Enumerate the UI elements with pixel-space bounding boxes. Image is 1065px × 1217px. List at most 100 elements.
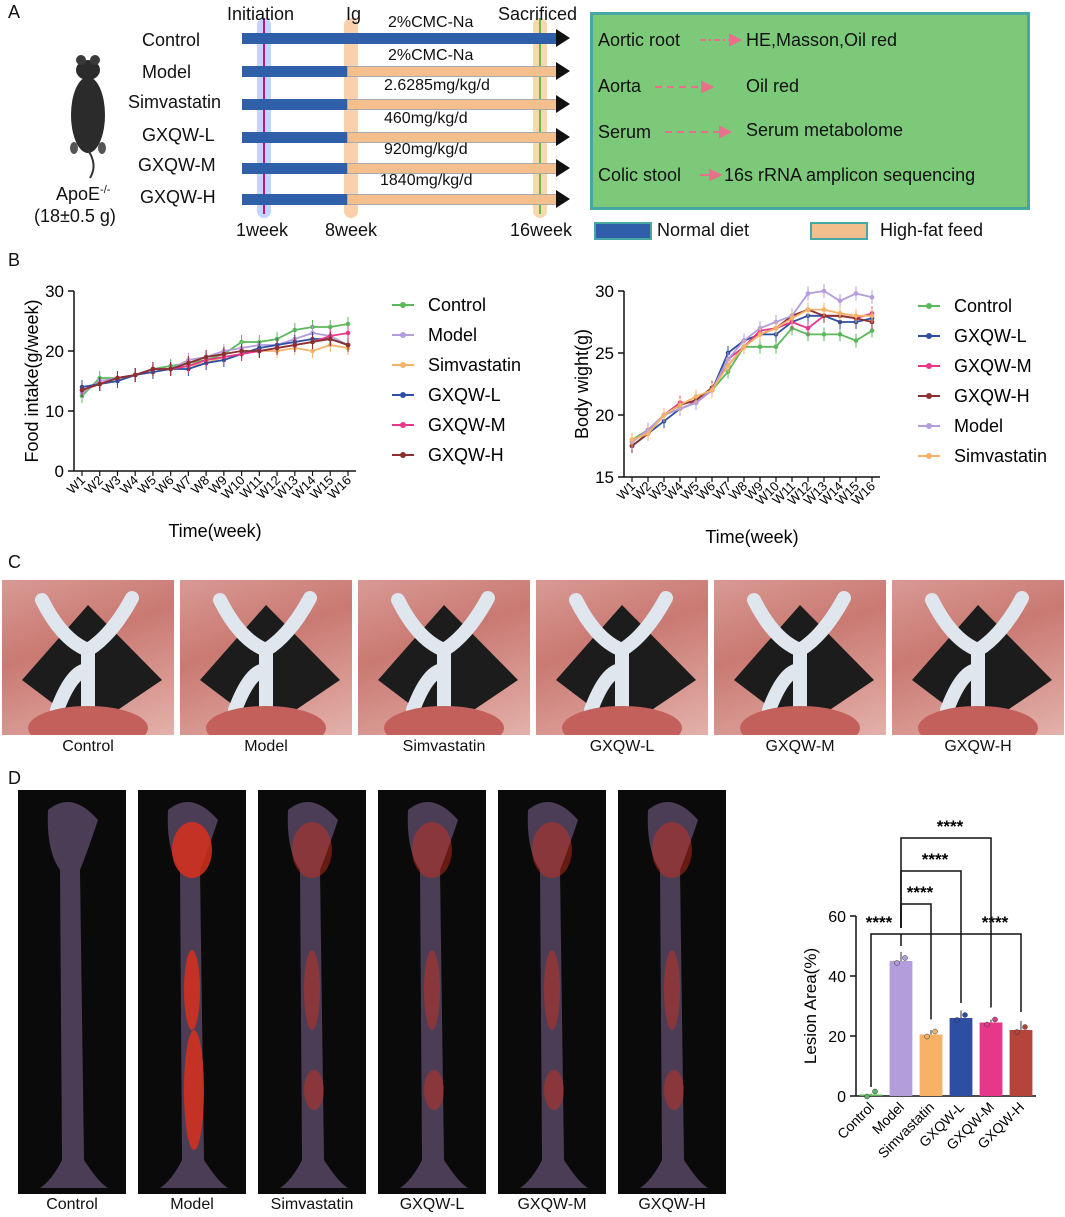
significance-bracket <box>900 837 992 1008</box>
photo-caption: GXQW-L <box>589 738 655 755</box>
series-line <box>631 308 873 447</box>
aorta-en-face-photo <box>618 790 726 1194</box>
photo-caption: Simvastatin <box>402 738 486 755</box>
significance-label: **** <box>982 913 1009 932</box>
data-point <box>629 437 635 443</box>
timeline-bar-gxqw-l-normal <box>242 132 347 143</box>
legend-marker <box>926 303 932 309</box>
aorta-en-face-photo <box>138 790 246 1194</box>
data-point <box>292 342 298 348</box>
data-point <box>924 1033 930 1040</box>
timeline-bar-gxqw-h-highfat <box>347 194 560 205</box>
timeline-arrowhead <box>556 159 570 177</box>
data-point <box>869 294 875 300</box>
timeline-bar-simvastatin-highfat <box>347 99 560 110</box>
series-line <box>81 338 349 388</box>
data-point <box>345 321 351 327</box>
timeline-bar-simvastatin-normal <box>242 99 347 110</box>
legend-label-high-fat: High-fat feed <box>880 220 984 240</box>
outcome-sample-colic-stool: Colic stool <box>598 165 682 185</box>
dose-label-model: 2%CMC-Na <box>388 47 474 64</box>
significance-bracket <box>870 933 1022 1087</box>
data-point <box>645 431 651 436</box>
series-line <box>631 312 873 443</box>
data-point <box>962 1012 968 1018</box>
photo-caption: GXQW-M <box>765 738 835 755</box>
data-point <box>992 1016 998 1023</box>
dose-label-simvastatin: 2.6285mg/kg/d <box>384 77 490 94</box>
series-line <box>631 327 873 441</box>
significance-label: **** <box>866 913 893 932</box>
y-tick-label: 20 <box>595 406 614 425</box>
legend-marker <box>400 422 406 428</box>
bar <box>1009 1030 1033 1096</box>
y-axis-title: Lesion Area(%) <box>801 948 820 1064</box>
data-point <box>805 325 811 331</box>
timeline-bar-model-normal <box>242 66 347 77</box>
body-weight-chart: 15202530W1W2W3W4W5W6W7W8W9W10W11W12W13W1… <box>572 282 1047 547</box>
food-intake-chart: 0102030W1W2W3W4W5W6W7W8W9W10W11W12W13W14… <box>22 282 521 541</box>
timeline-arrowhead <box>556 29 570 47</box>
series-line <box>81 344 349 391</box>
data-point <box>853 291 859 296</box>
photo-caption: GXQW-H <box>944 738 1012 755</box>
panel-label-a: A <box>8 2 21 22</box>
data-point <box>872 1088 878 1095</box>
legend-marker <box>926 363 932 369</box>
data-point <box>203 354 209 360</box>
data-point <box>821 288 827 294</box>
outcome-sample-aortic-root: Aortic root <box>598 30 681 50</box>
legend-label: Simvastatin <box>428 355 521 375</box>
aortic-arch-photo <box>714 580 886 735</box>
outcome-analysis-metabolome: Serum metabolome <box>746 120 904 140</box>
data-point <box>310 348 315 354</box>
y-tick-label: 30 <box>45 282 64 301</box>
group-label-control: Control <box>142 30 201 50</box>
data-point <box>789 315 795 321</box>
significance-label: **** <box>937 817 964 836</box>
data-point <box>292 327 298 333</box>
aortic-arch-photo <box>358 580 530 735</box>
data-point <box>853 313 859 319</box>
data-point <box>274 345 280 351</box>
data-point <box>97 381 103 387</box>
data-point <box>257 348 262 354</box>
legend-label: GXQW-M <box>954 356 1032 376</box>
outcomes-box <box>590 12 1030 210</box>
panel-label-d: D <box>8 768 21 788</box>
legend-marker <box>400 392 406 398</box>
aorta-en-face-photo <box>498 790 606 1194</box>
legend-label: GXQW-H <box>954 386 1030 406</box>
photo-caption: Model <box>244 738 288 755</box>
legend-swatch-normal-diet <box>594 222 652 240</box>
mouse-weight-label: (18±0.5 g) <box>34 206 116 226</box>
photo-caption: Control <box>46 1196 98 1213</box>
data-point <box>168 366 173 372</box>
y-axis-title: Food intake(g/week) <box>22 299 42 462</box>
data-point <box>693 394 699 399</box>
legend-label: Model <box>954 416 1003 436</box>
timeline-week1-label: 1week <box>236 220 289 240</box>
mouse-strain-label: ApoE-/- <box>56 184 111 204</box>
photo-caption: GXQW-L <box>399 1196 465 1213</box>
data-point <box>661 412 667 418</box>
timeline-week16-label: 16week <box>510 220 573 240</box>
legend-marker <box>926 333 932 339</box>
timeline-arrowhead <box>556 128 570 146</box>
bar <box>859 1094 883 1096</box>
y-tick-label: 40 <box>828 969 846 986</box>
aortic-arch-photo <box>892 580 1064 735</box>
timeline-bar-gxqw-m-normal <box>242 163 347 174</box>
data-point <box>345 342 351 348</box>
photo-caption: Model <box>170 1196 214 1213</box>
legend-marker <box>400 332 406 338</box>
y-tick-label: 20 <box>45 342 64 361</box>
group-label-gxqw-h: GXQW-H <box>140 187 216 207</box>
data-point <box>1022 1024 1028 1030</box>
data-point <box>1014 1029 1020 1035</box>
legend-label: GXQW-H <box>428 445 504 465</box>
bar <box>979 1022 1003 1096</box>
data-point <box>773 325 779 331</box>
outcome-sample-aorta: Aorta <box>598 76 642 96</box>
